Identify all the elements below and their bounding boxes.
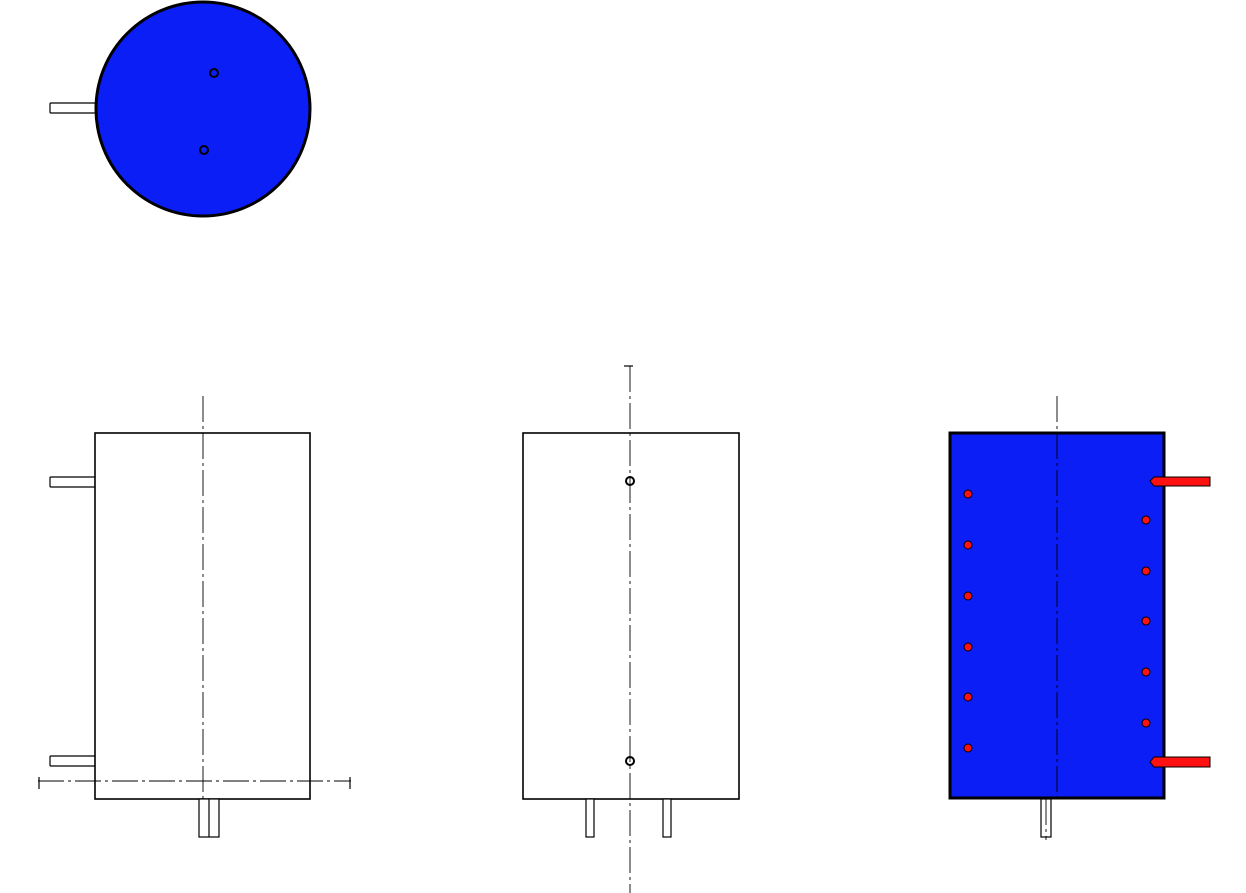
front-view-upper-pipe: [49, 476, 97, 488]
side-view-hole-lower: [625, 756, 635, 766]
front-view: [38, 396, 351, 838]
section-view-lower-pipe: [1149, 756, 1211, 768]
front-view-body: [94, 432, 311, 800]
side-view-body: [522, 432, 740, 800]
top-view-body: [94, 0, 312, 218]
top-view-hole-upper: [209, 68, 219, 78]
section-view-dot-left-2: [963, 540, 973, 550]
section-view-dot-right-5: [1141, 718, 1151, 728]
section-view-dot-left-5: [963, 692, 973, 702]
top-view: [49, 0, 312, 218]
side-view: [522, 365, 740, 893]
front-view-lower-pipe: [49, 755, 97, 767]
side-view-bottom-pipe-left: [585, 798, 595, 838]
section-view-dot-left-4: [963, 642, 973, 652]
section-view-dot-left-6: [963, 743, 973, 753]
section-view-dot-left-3: [963, 591, 973, 601]
section-view-upper-pipe: [1149, 476, 1211, 487]
section-view-dots: [963, 489, 1151, 753]
section-view-dot-left-1: [963, 489, 973, 499]
section-view-dot-right-2: [1141, 566, 1151, 576]
side-view-hole-upper: [625, 476, 635, 486]
side-view-bottom-pipe-right: [662, 798, 672, 838]
section-view: [948, 396, 1211, 840]
top-view-side-pipe: [49, 102, 99, 114]
section-view-dot-right-3: [1141, 616, 1151, 626]
section-view-dot-right-4: [1141, 667, 1151, 677]
section-view-dot-right-1: [1141, 515, 1151, 525]
top-view-hole-lower: [199, 145, 209, 155]
